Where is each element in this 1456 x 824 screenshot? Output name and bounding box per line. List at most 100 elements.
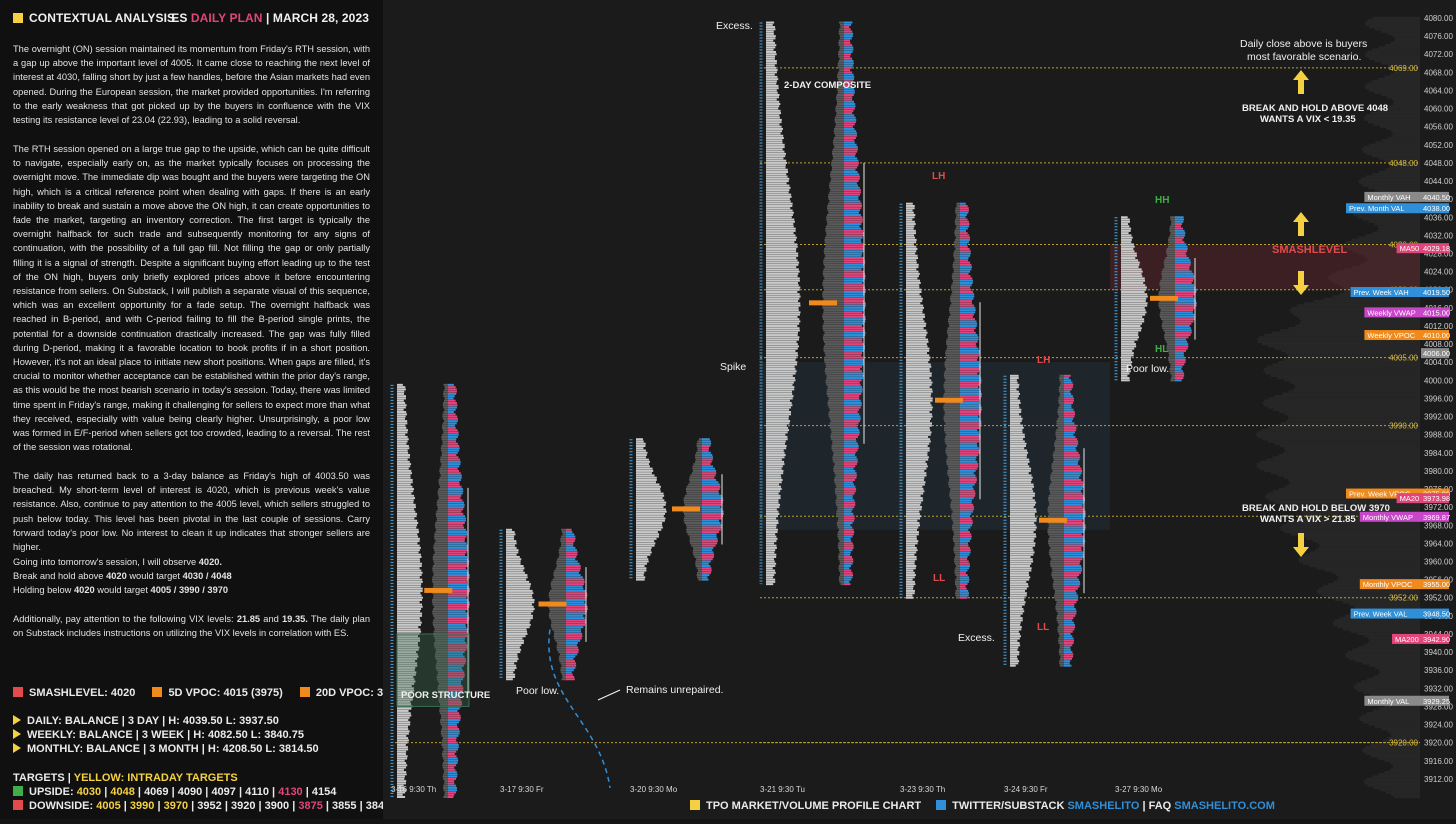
volume-bar-color xyxy=(960,286,971,289)
volume-profile-bar xyxy=(1278,453,1420,457)
key-level-label: 4048.00 xyxy=(1389,159,1418,168)
volume-bar-color xyxy=(960,458,976,461)
volume-profile-bar xyxy=(1365,55,1420,58)
tpo-letter-bar xyxy=(636,560,649,563)
volume-bar-color xyxy=(1064,601,1077,604)
volume-bar-grey xyxy=(1058,651,1064,654)
volume-bar-grey xyxy=(433,614,448,617)
volume-bar-grey xyxy=(556,560,566,563)
volume-bar-grey xyxy=(560,666,566,669)
tpo-letter-bar xyxy=(1010,506,1034,509)
volume-bar-grey xyxy=(1163,261,1175,264)
volume-profile-bar xyxy=(1261,438,1420,441)
tpo-letter-bar xyxy=(1010,490,1034,493)
volume-bar-color xyxy=(448,401,457,404)
volume-bar-color xyxy=(960,546,970,549)
volume-bar-color xyxy=(566,603,587,606)
tpo-letter-bar xyxy=(506,535,515,538)
volume-bar-color xyxy=(844,191,861,194)
volume-bar-grey xyxy=(943,392,960,395)
volume-bar-color xyxy=(566,531,573,534)
volume-bar-color xyxy=(960,499,972,502)
tpo-letter-bar xyxy=(906,347,930,350)
volume-bar-grey xyxy=(1059,386,1064,389)
volume-bar-grey xyxy=(691,472,702,475)
tpo-letter-bar xyxy=(766,84,779,87)
volume-bar-color xyxy=(702,481,719,484)
volume-bar-color xyxy=(1064,542,1085,545)
tpo-letter-bar xyxy=(636,469,654,472)
tpo-letter-bar xyxy=(397,397,406,400)
volume-profile-bar xyxy=(1295,324,1420,328)
volume-bar-grey xyxy=(1048,551,1064,554)
volume-profile-bar xyxy=(1385,168,1420,171)
tpo-letter-bar xyxy=(906,517,921,520)
volume-bar-color xyxy=(844,96,853,99)
volume-profile-bar xyxy=(1345,653,1420,656)
volume-bar-grey xyxy=(1056,429,1064,432)
volume-profile-bar xyxy=(1267,365,1420,368)
tpo-letter-bar xyxy=(766,465,783,468)
tpo-letter-bar xyxy=(397,408,404,411)
volume-bar-color xyxy=(1175,286,1196,289)
volume-bar-grey xyxy=(948,467,960,470)
volume-bar-grey xyxy=(1047,528,1064,531)
volume-profile-bar xyxy=(1362,218,1420,221)
volume-bar-color xyxy=(448,762,458,765)
tpo-letter-bar xyxy=(1010,623,1021,626)
volume-bar-grey xyxy=(953,268,960,271)
volume-profile-bar xyxy=(1258,467,1420,470)
volume-bar-grey xyxy=(442,762,448,765)
volume-profile-bar xyxy=(1379,671,1420,674)
volume-bar-grey xyxy=(1048,512,1064,515)
volume-bar-grey xyxy=(1159,281,1175,284)
volume-profile-bar xyxy=(1268,499,1420,502)
volume-bar-color xyxy=(448,732,460,735)
tpo-letter-bar xyxy=(766,401,792,404)
tpo-letter-bar xyxy=(766,449,784,452)
price-tag-value: 3973.98 xyxy=(1423,494,1450,503)
volume-bar-color xyxy=(844,132,858,135)
volume-bar-color xyxy=(1175,229,1185,232)
tpo-letter-bar xyxy=(397,651,417,654)
volume-bar-color xyxy=(448,655,465,658)
tpo-letter-bar xyxy=(766,159,787,162)
volume-bar-grey xyxy=(555,567,566,570)
volume-bar-color xyxy=(844,433,860,436)
volume-bar-color xyxy=(844,574,854,577)
volume-bar-grey xyxy=(944,429,960,432)
yellow-square-icon xyxy=(690,800,700,810)
tpo-letter-bar xyxy=(636,574,644,577)
tpo-letter-bar xyxy=(766,75,778,78)
smashelito-handle-link[interactable]: SMASHELITO xyxy=(1067,800,1140,812)
tpo-letter-bar xyxy=(506,642,524,645)
volume-bar-grey xyxy=(822,281,844,284)
volume-bar-color xyxy=(844,60,854,63)
tpo-letter-bar xyxy=(766,200,791,203)
volume-bar-color xyxy=(844,460,858,463)
volume-bar-grey xyxy=(949,490,960,493)
volume-bar-grey xyxy=(432,580,448,583)
volume-bar-grey xyxy=(1049,485,1064,488)
volume-bar-grey xyxy=(1058,623,1064,626)
volume-bar-color xyxy=(960,431,979,434)
arrow-up-icon-2-head xyxy=(1293,212,1309,222)
volume-bar-color xyxy=(844,39,851,42)
volume-profile-bar xyxy=(1385,43,1420,47)
price-tag-value: 4015.00 xyxy=(1423,308,1450,317)
volume-bar-color xyxy=(702,578,709,581)
volume-bar-grey xyxy=(839,551,844,554)
volume-profile-bar xyxy=(1299,560,1420,563)
volume-bar-color xyxy=(1064,592,1077,595)
tpo-letter-bar xyxy=(766,463,785,466)
volume-bar-color xyxy=(844,173,860,176)
volume-bar-color xyxy=(1064,644,1073,647)
tpo-letter-bar xyxy=(1010,533,1036,536)
volume-bar-color xyxy=(960,424,981,427)
volume-bar-color xyxy=(702,544,716,547)
smashelito-site-link[interactable]: SMASHELITO.COM xyxy=(1174,800,1275,812)
volume-bar-grey xyxy=(1169,243,1175,246)
tpo-letter-bar xyxy=(906,565,917,568)
tpo-letter-bar xyxy=(766,517,777,520)
volume-bar-grey xyxy=(559,655,566,658)
